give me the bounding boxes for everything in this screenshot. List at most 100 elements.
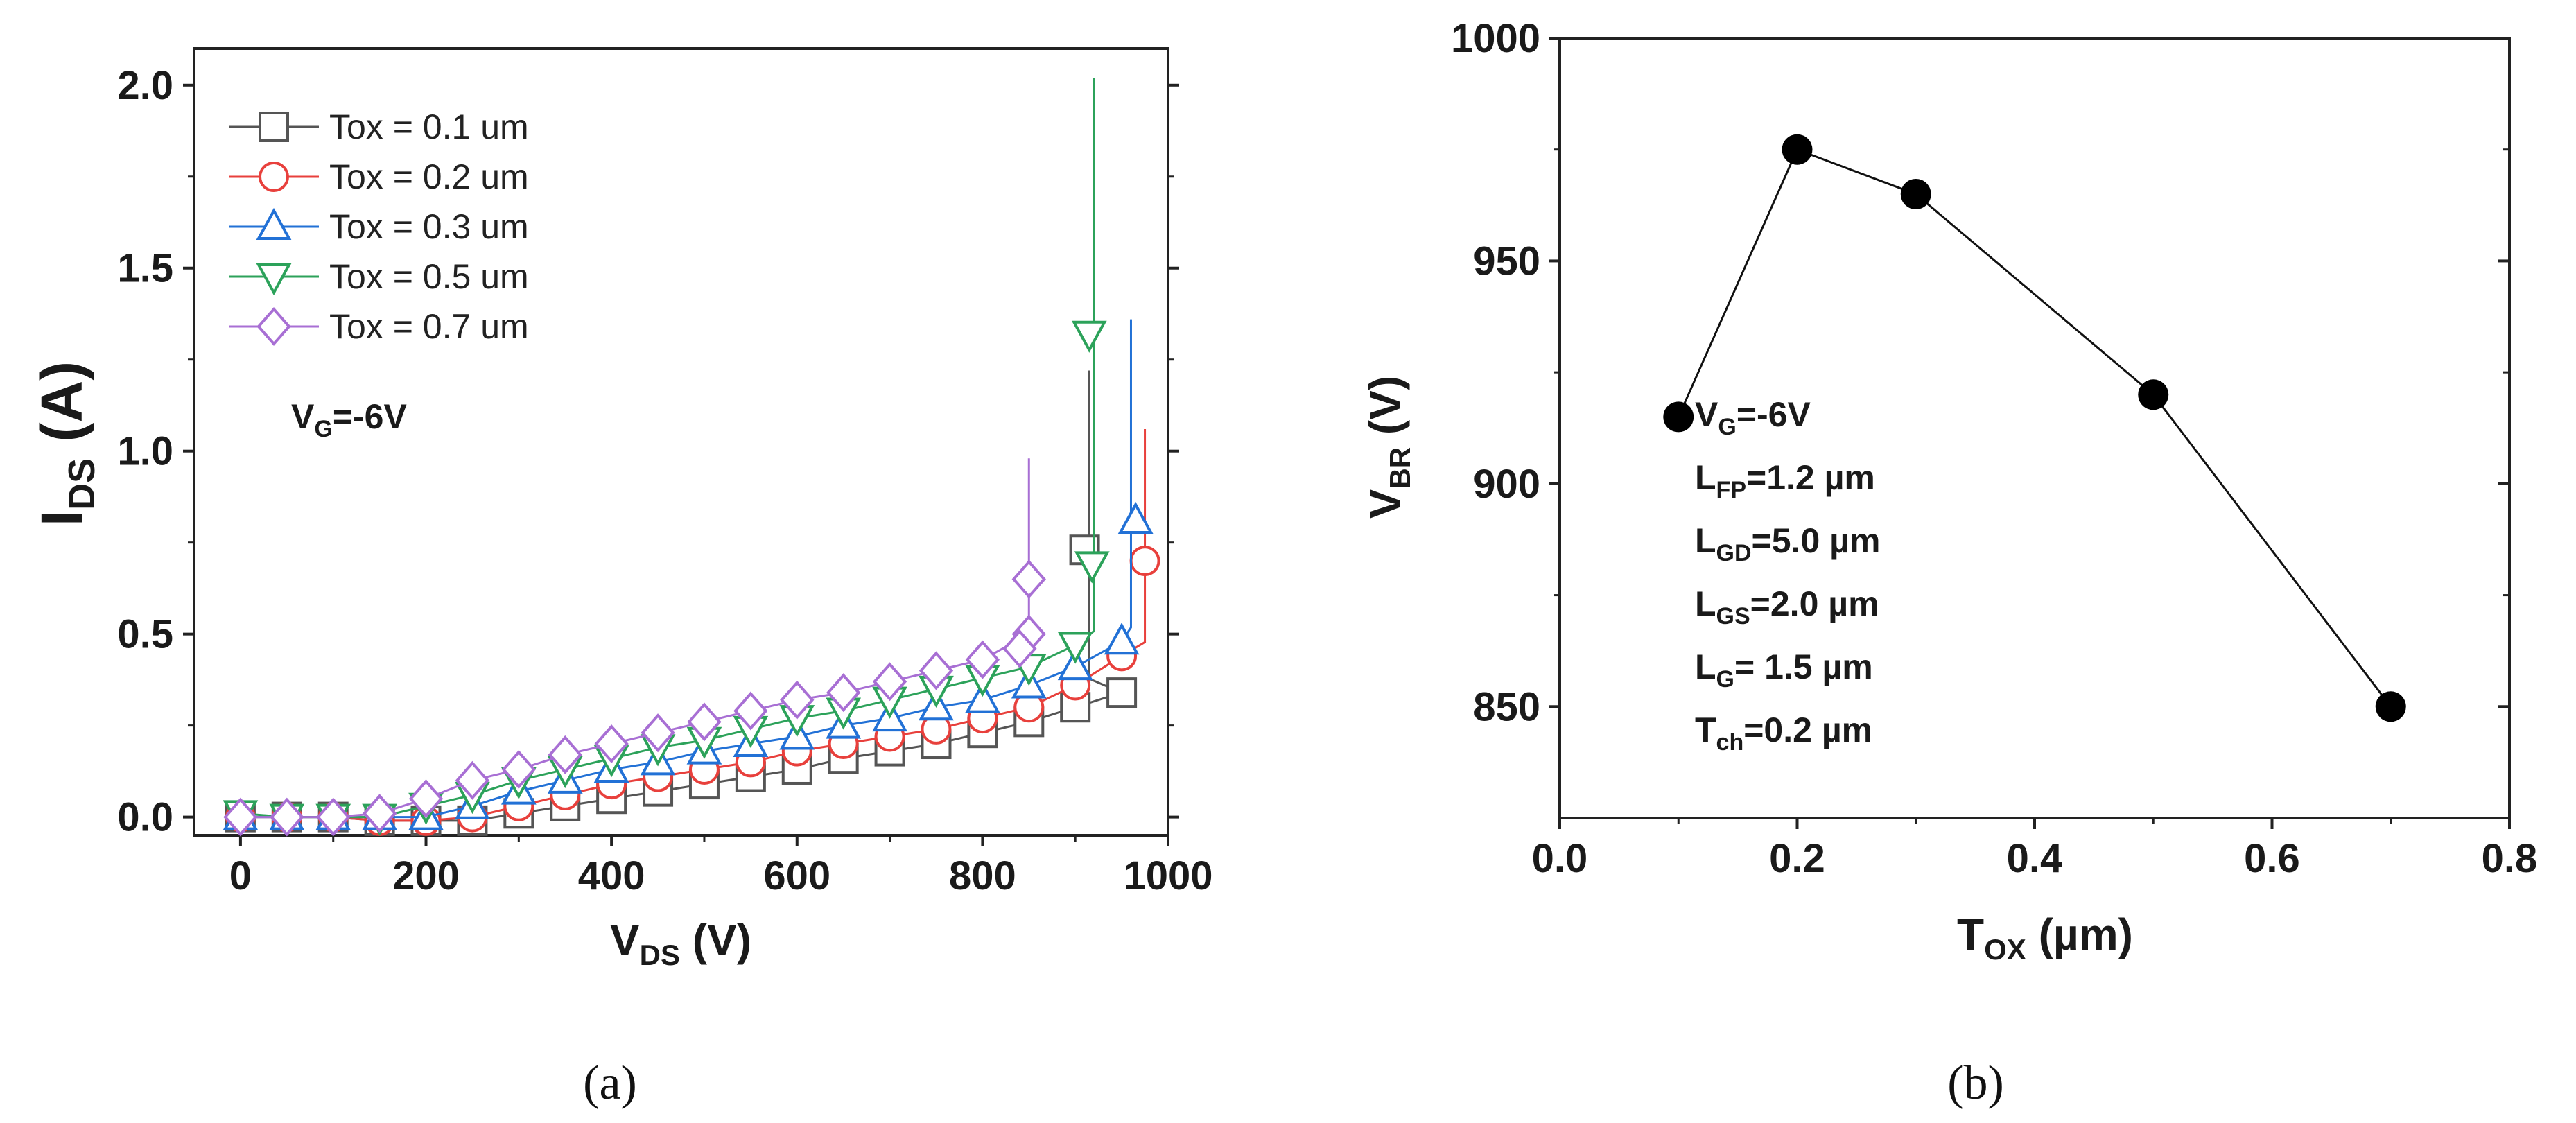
series-point-b xyxy=(1900,179,1931,209)
series-point-a xyxy=(1129,546,1160,577)
series-point-a xyxy=(594,724,629,764)
annotation-b-main: V xyxy=(1695,395,1718,434)
series-point-a xyxy=(1071,320,1107,353)
axis-ticks-a: 0 200 400 600 800 1000 0.0 0.5 1.0 1.5 2.0 xyxy=(117,63,1212,898)
y-tick-label-b: 850 xyxy=(1473,684,1540,729)
legend-label-a: Tox = 0.1 um xyxy=(329,107,529,146)
series-point-a xyxy=(1057,632,1093,664)
legend-label-a: Tox = 0.7 um xyxy=(329,307,529,346)
annotation-b: Tch=0.2 µm xyxy=(1695,711,1872,756)
series-point-b xyxy=(2375,691,2406,722)
x-tick-label-b: 0.6 xyxy=(2244,836,2300,881)
annotation-b-sub: GS xyxy=(1716,603,1750,629)
series-point-a xyxy=(872,662,907,702)
series-point-a xyxy=(362,794,397,833)
annotation-b-main: L xyxy=(1695,584,1716,623)
annotation-b-rest: =2.0 µm xyxy=(1750,584,1879,623)
annotation-b-rest: =0.2 µm xyxy=(1743,711,1872,749)
annotation-b-sub: G xyxy=(1718,414,1736,440)
legend-marker-a xyxy=(259,162,289,192)
x-tick-label-a: 600 xyxy=(763,853,830,898)
y-tick-label-b: 1000 xyxy=(1451,16,1540,61)
annotation-b-rest: =1.2 µm xyxy=(1746,458,1875,497)
legend-item-a: Tox = 0.5 um xyxy=(229,257,529,296)
x-tick-label-a: 0 xyxy=(229,853,252,898)
series-point-a xyxy=(1057,648,1093,681)
series-spike-a xyxy=(1120,319,1132,643)
legend-label-a: Tox = 0.3 um xyxy=(329,207,529,246)
y-tick-label-a: 0.0 xyxy=(117,795,173,840)
series-point-a xyxy=(1002,629,1037,668)
series-point-a xyxy=(270,797,304,837)
legend-item-a: Tox = 0.1 um xyxy=(229,107,529,146)
y-tick-label-a: 2.0 xyxy=(117,63,173,108)
series-point-a xyxy=(780,680,815,720)
panel-caption-a: (a) xyxy=(583,1056,637,1110)
series-point-b xyxy=(2138,379,2169,410)
annotation-b-rest: =5.0 µm xyxy=(1752,521,1881,560)
annotation-b-main: L xyxy=(1695,458,1716,497)
y-tick-label-b: 950 xyxy=(1473,238,1540,284)
annotation-a-vg: VG=-6V xyxy=(291,397,407,442)
series-line-a xyxy=(240,633,1030,819)
x-tick-label-a: 200 xyxy=(392,853,460,898)
series-point-a xyxy=(965,640,1000,679)
annotation-b-rest: = 1.5 µm xyxy=(1734,647,1873,686)
legend-label-a: Tox = 0.2 um xyxy=(329,157,529,196)
series-point-a xyxy=(1074,551,1110,584)
legend-marker-a xyxy=(256,207,292,240)
legend-marker-a xyxy=(256,306,291,347)
series-point-a xyxy=(223,797,258,837)
x-tick-label-a: 800 xyxy=(949,853,1016,898)
annotation-b-rest: =-6V xyxy=(1737,395,1811,434)
series-point-a xyxy=(733,691,768,731)
series-point-a xyxy=(455,760,490,800)
annotation-b-sub: ch xyxy=(1716,729,1744,756)
series-group-b xyxy=(1663,134,2406,722)
legend-label-a: Tox = 0.5 um xyxy=(329,257,529,296)
annotation-b-main: L xyxy=(1695,521,1716,560)
series-point-a xyxy=(408,779,444,819)
panel-caption-b: (b) xyxy=(1947,1056,2004,1110)
series-point-a xyxy=(687,702,722,742)
series-point-a xyxy=(1117,501,1154,534)
axis-ticks-b: 0.0 0.2 0.4 0.6 0.8 850 900 950 1000 xyxy=(1451,16,2537,881)
series-a-5 xyxy=(223,458,1046,837)
y-tick-label-b: 900 xyxy=(1473,462,1540,507)
y-tick-label-a: 0.5 xyxy=(117,612,173,657)
series-a-3 xyxy=(223,319,1154,830)
legend-marker-a xyxy=(259,112,289,142)
y-tick-label-a: 1.5 xyxy=(117,246,173,291)
x-tick-label-b: 0.4 xyxy=(2007,836,2063,881)
x-tick-label-b: 0.2 xyxy=(1769,836,1825,881)
y-axis-label-a: IDS (A) xyxy=(29,361,103,526)
annotation-b-main: T xyxy=(1695,711,1716,749)
x-tick-label-b: 0.8 xyxy=(2482,836,2538,881)
x-tick-label-a: 400 xyxy=(578,853,645,898)
legend-item-a: Tox = 0.3 um xyxy=(229,207,529,246)
x-axis-label-a: VDS (V) xyxy=(610,915,751,971)
annotation-b: LG= 1.5 µm xyxy=(1695,647,1873,693)
series-point-a xyxy=(826,673,861,713)
legend-item-a: Tox = 0.7 um xyxy=(229,306,529,347)
series-point-a xyxy=(1011,559,1046,599)
annotation-b-sub: FP xyxy=(1716,477,1746,503)
series-point-a xyxy=(641,713,675,753)
series-spike-a xyxy=(1121,429,1147,657)
chart-panel-a: 0 200 400 600 800 1000 0.0 0.5 1.0 1.5 2.0 Tox = 0… xyxy=(29,47,1213,1110)
y-tick-label-a: 1.0 xyxy=(117,429,173,474)
series-point-a xyxy=(1104,623,1140,655)
series-point-b xyxy=(1663,401,1694,433)
annotation-b-sub: GD xyxy=(1716,540,1752,566)
annotation-b-main: L xyxy=(1695,647,1716,686)
annotation-b: LFP=1.2 µm xyxy=(1695,458,1875,503)
annotation-b: LGS=2.0 µm xyxy=(1695,584,1879,629)
x-tick-label-a: 1000 xyxy=(1123,853,1212,898)
series-point-a xyxy=(919,651,954,690)
series-point-a xyxy=(316,797,351,837)
legend-marker-a xyxy=(256,263,292,296)
legend-item-a: Tox = 0.2 um xyxy=(229,157,529,196)
series-point-a xyxy=(1106,677,1138,708)
